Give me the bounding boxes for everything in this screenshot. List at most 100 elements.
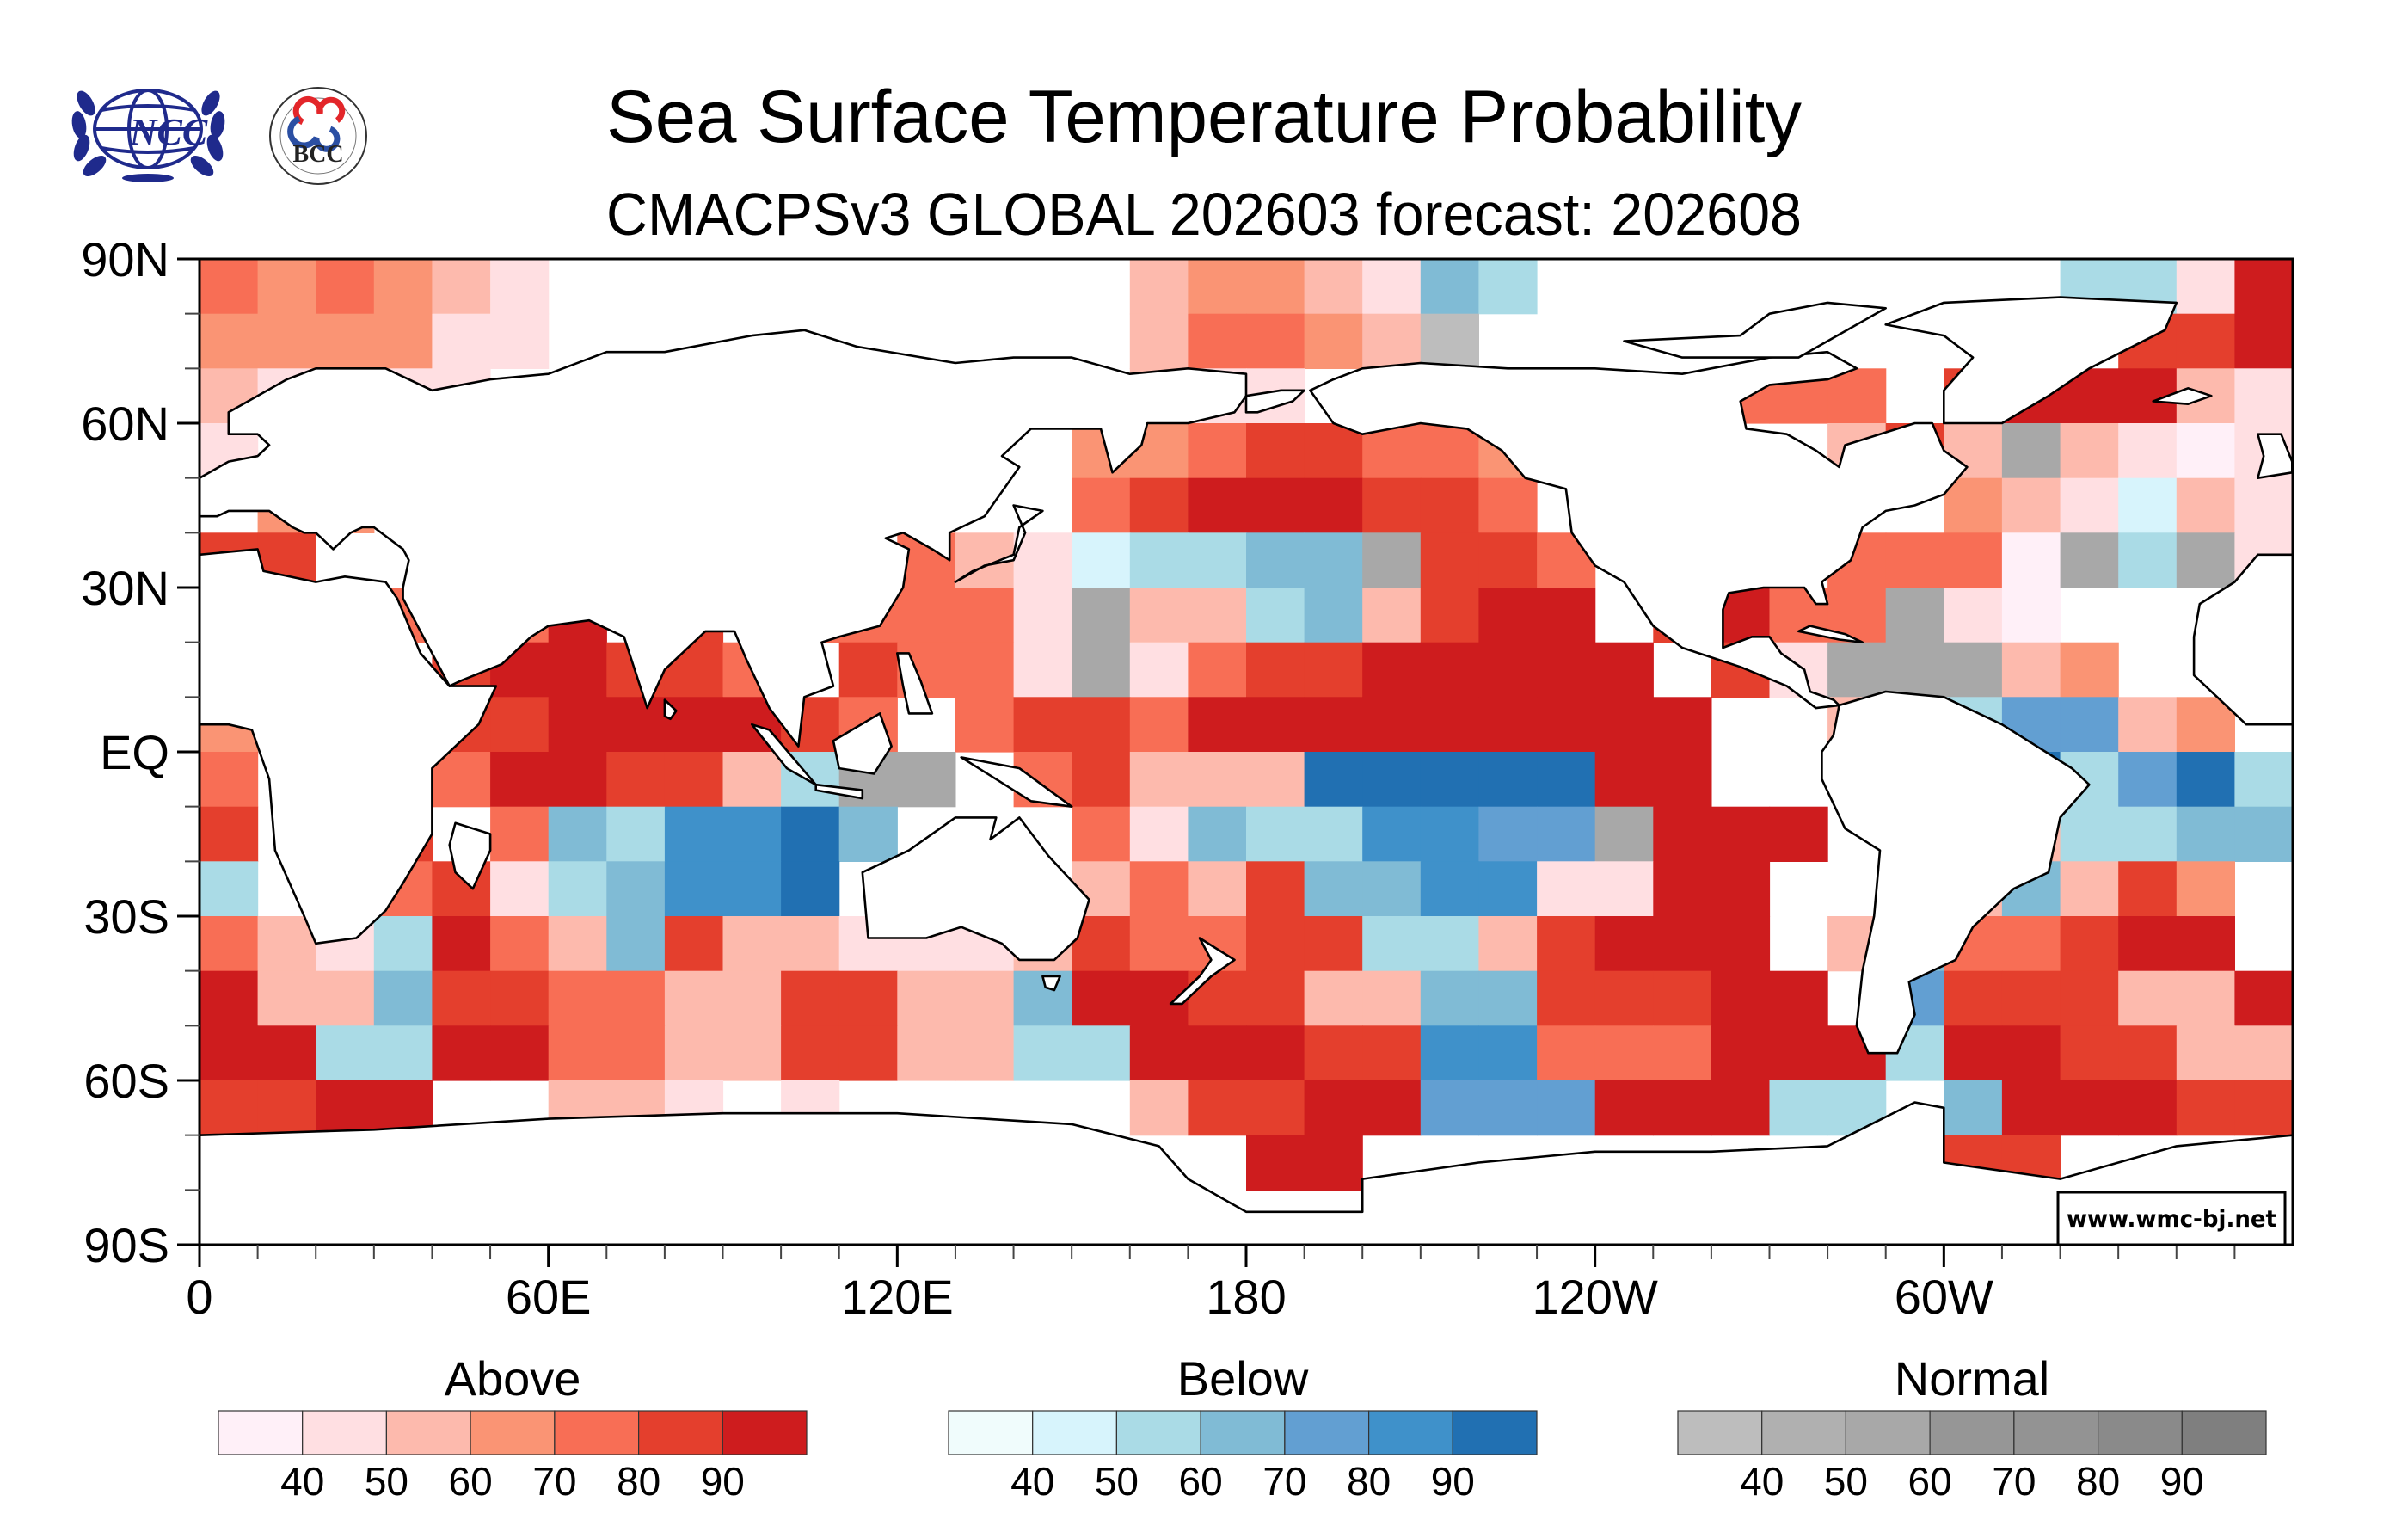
grid-cell	[1246, 532, 1305, 588]
grid-cell	[316, 970, 375, 1026]
grid-cell	[838, 970, 898, 1026]
grid-cell	[1246, 970, 1305, 1026]
grid-cell	[1478, 1080, 1538, 1136]
grid-cell	[606, 697, 666, 753]
y-tick-label: EQ	[100, 725, 169, 779]
legend-swatch	[1677, 1410, 1763, 1455]
grid-cell	[548, 1025, 607, 1081]
legend-swatch	[1761, 1410, 1846, 1455]
landmass-new-zealand	[1169, 937, 1236, 1006]
website-link[interactable]: www.wmc-bj.net	[2067, 1206, 2276, 1233]
legend-swatch	[722, 1410, 808, 1455]
grid-cell	[1362, 532, 1422, 588]
grid-cell	[432, 970, 491, 1026]
grid-cell	[1129, 806, 1189, 862]
grid-cell	[1246, 477, 1305, 533]
grid-cell	[1478, 1025, 1538, 1081]
grid-cell	[1246, 916, 1305, 972]
grid-cell	[1246, 313, 1305, 369]
x-tick-label: 0	[186, 1270, 212, 1324]
legend-colorbar	[1677, 1410, 2267, 1455]
legend-below: Below 40 50 60 70 80 90	[948, 1351, 1538, 1504]
grid-cell	[1420, 1080, 1479, 1136]
grid-cell	[490, 916, 550, 972]
landmass-cuba	[1797, 625, 1864, 644]
grid-cell	[1653, 916, 1712, 972]
grid-cell	[1013, 588, 1072, 643]
grid-cell	[722, 970, 782, 1026]
y-tick-label: 90N	[81, 232, 169, 286]
legend-label: 70	[532, 1459, 576, 1504]
grid-cell	[1072, 697, 1131, 753]
grid-cell	[1537, 1080, 1596, 1136]
landmass-antarctica	[200, 1101, 2293, 1245]
grid-cell	[1246, 1080, 1305, 1136]
grid-cell	[1188, 1080, 1247, 1136]
grid-cell	[2118, 1025, 2178, 1081]
landmass-greenland	[1884, 296, 2178, 425]
grid-cell	[1769, 1080, 1828, 1136]
grid-cell	[1362, 806, 1422, 862]
legend-label: 80	[1347, 1459, 1391, 1504]
grid-cell	[1129, 588, 1189, 643]
x-tick-label: 120W	[1533, 1270, 1658, 1324]
grid-cell	[432, 259, 491, 315]
y-tick-label: 60N	[81, 397, 169, 451]
grid-cell	[1711, 1080, 1771, 1136]
grid-cell	[955, 697, 1015, 753]
grid-cell	[1072, 532, 1131, 588]
grid-cell	[2234, 752, 2293, 808]
grid-cell	[2176, 313, 2235, 369]
legend-swatch	[1032, 1410, 1117, 1455]
landmass-africa-west	[2192, 553, 2293, 726]
grid-cell	[1420, 970, 1479, 1026]
legend-swatch	[218, 1410, 304, 1455]
legend-swatch	[554, 1410, 640, 1455]
grid-cell	[1304, 259, 1363, 315]
grid-cell	[2176, 916, 2235, 972]
grid-cell	[606, 1025, 666, 1081]
legend-label: 90	[1431, 1459, 1475, 1504]
grid-cell	[1594, 697, 1654, 753]
legend-swatch	[637, 1410, 723, 1455]
grid-cell	[1072, 477, 1131, 533]
y-tick-label: 60S	[83, 1054, 169, 1108]
grid-cell	[664, 1025, 724, 1081]
grid-cell	[1304, 1080, 1363, 1136]
grid-cell	[1362, 697, 1422, 753]
grid-cell	[1594, 1025, 1654, 1081]
grid-cell	[1944, 1080, 2003, 1136]
grid-cell	[1478, 477, 1538, 533]
legend-title: Normal	[1895, 1351, 2049, 1406]
grid-cell	[2234, 313, 2293, 369]
legend-title: Above	[445, 1351, 581, 1406]
cloud-swirl-icon	[287, 95, 346, 152]
landmass-africa	[200, 548, 498, 945]
website-box: www.wmc-bj.net	[2056, 1191, 2287, 1246]
grid-cell	[2176, 1025, 2235, 1081]
grid-cell	[2234, 1080, 2293, 1136]
grid-cell	[1072, 970, 1131, 1026]
grid-cell	[548, 970, 607, 1026]
grid-cell	[781, 806, 840, 862]
grid-cell	[1129, 752, 1189, 808]
grid-cell	[1944, 642, 2003, 698]
grid-cell	[1246, 642, 1305, 698]
grid-cell	[2176, 532, 2235, 588]
landmass-japan	[954, 504, 1044, 583]
grid-cell	[490, 259, 550, 315]
legend-label: 40	[1010, 1459, 1054, 1504]
grid-cell	[257, 1025, 316, 1081]
legend-label: 50	[1095, 1459, 1139, 1504]
grid-cell	[606, 916, 666, 972]
grid-cell	[2001, 423, 2061, 479]
grid-cell	[200, 806, 259, 862]
grid-cell	[2234, 259, 2293, 315]
x-axis-labels: 0 60E 120E 180 120W 60W	[186, 1270, 1993, 1324]
grid-cell	[1885, 532, 1944, 588]
grid-cell	[1246, 697, 1305, 753]
grid-cell	[548, 861, 607, 917]
grid-cell	[1944, 588, 2003, 643]
landmass-philippines	[896, 652, 934, 715]
grid-cell	[2001, 532, 2061, 588]
